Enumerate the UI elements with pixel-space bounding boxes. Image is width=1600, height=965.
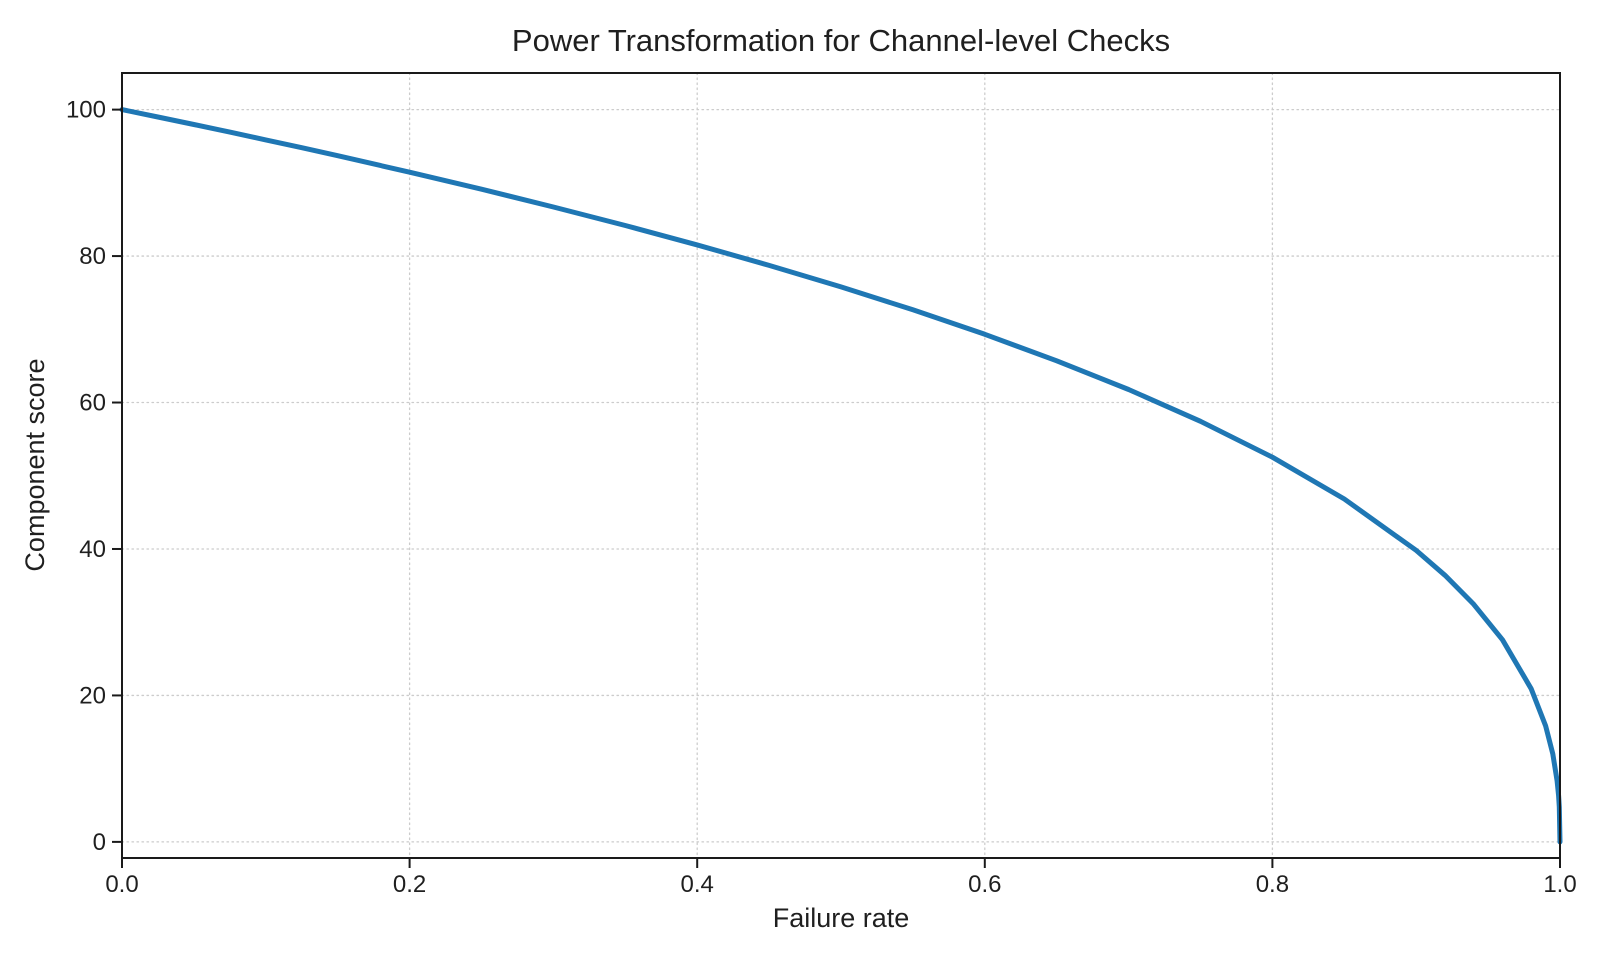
series-layer	[119, 107, 1563, 845]
y-tick-label: 20	[79, 682, 106, 709]
series-line	[119, 107, 1563, 845]
y-tick-label: 40	[79, 536, 106, 563]
x-tick-label: 0.0	[105, 871, 138, 898]
y-tick-label: 100	[66, 97, 106, 124]
x-tick-label: 0.6	[968, 871, 1001, 898]
y-tick-label: 80	[79, 243, 106, 270]
axes-spines	[121, 72, 1561, 859]
spine-layer	[121, 72, 1561, 859]
x-tick-label: 0.4	[681, 871, 714, 898]
chart-title: Power Transformation for Channel-level C…	[512, 23, 1170, 58]
grid-layer	[121, 72, 1561, 859]
x-tick-label: 0.8	[1256, 871, 1289, 898]
x-axis-label: Failure rate	[773, 903, 910, 933]
y-tick-label: 0	[93, 829, 106, 856]
y-axis-label: Component score	[20, 358, 50, 571]
y-tick-label: 60	[79, 390, 106, 417]
tick-layer: 0.0 0.2 0.4 0.6 0.8 1.0 0 20 40 60 80 100	[66, 97, 1577, 898]
x-tick-label: 0.2	[393, 871, 426, 898]
x-tick-label: 1.0	[1543, 871, 1576, 898]
